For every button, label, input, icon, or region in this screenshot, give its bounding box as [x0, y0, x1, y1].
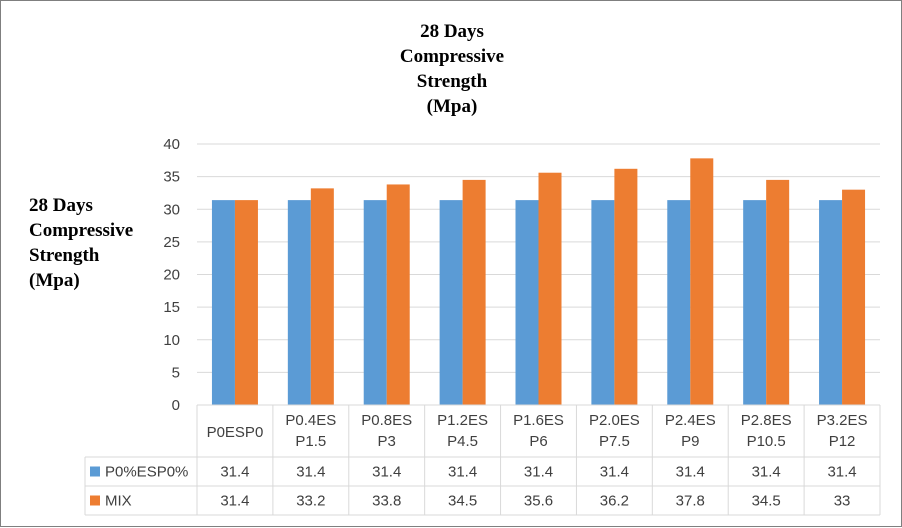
y-axis-title: 28 Days Compressive Strength (Mpa)	[29, 195, 133, 291]
y-axis-title-line: Strength	[29, 245, 100, 266]
y-tick-label: 0	[172, 397, 180, 414]
y-axis-title-line: (Mpa)	[29, 270, 80, 291]
data-label: 35.6	[524, 493, 553, 510]
bar-p0esp0	[363, 200, 387, 405]
chart-title-line: 28 Days	[420, 21, 484, 42]
bar-mix	[386, 184, 410, 405]
data-label: 33.8	[372, 493, 401, 510]
legend-key-p0esp0	[90, 466, 100, 477]
data-table: P0ESP0 P0.4ES P1.5 P0.8ES P3 P1.2ES P4.5 P1.6ES…	[84, 404, 881, 516]
bar-mix	[310, 188, 334, 405]
y-tick-label: 5	[172, 364, 180, 381]
legend-label: P0%ESP0%	[105, 464, 188, 481]
category-label: P1.5	[295, 433, 326, 450]
bar-mix	[614, 168, 638, 405]
data-label: 31.4	[220, 464, 249, 481]
category-label: P0.8ES	[361, 412, 412, 429]
bar-mix	[842, 189, 866, 405]
bar-mix	[766, 179, 790, 405]
bar-mix	[690, 158, 714, 405]
category-label: P7.5	[599, 433, 630, 450]
category-label: P12	[829, 433, 856, 450]
bar-p0esp0	[211, 200, 235, 405]
legend-label: MIX	[105, 493, 132, 510]
category-label: P3	[378, 433, 396, 450]
bar-p0esp0	[743, 200, 767, 405]
chart-title-line: (Mpa)	[427, 96, 478, 117]
category-label: P1.6ES	[513, 412, 564, 429]
category-label: P2.0ES	[589, 412, 640, 429]
bar-mix	[538, 172, 562, 405]
data-label: 31.4	[524, 464, 553, 481]
y-tick-label: 20	[163, 267, 180, 284]
data-label: 36.2	[600, 493, 629, 510]
y-axis-ticks: 0 5 10 15 20 25 30 35 40	[163, 136, 180, 414]
data-label: 31.4	[296, 464, 325, 481]
y-tick-label: 25	[163, 234, 180, 251]
category-label: P4.5	[447, 433, 478, 450]
bar-p0esp0	[819, 200, 843, 405]
y-tick-label: 35	[163, 169, 180, 186]
category-label: P1.2ES	[437, 412, 488, 429]
data-label: 34.5	[752, 493, 781, 510]
bar-p0esp0	[439, 200, 463, 405]
bar-p0esp0	[515, 200, 539, 405]
category-label: P0ESP0	[207, 424, 264, 441]
y-tick-label: 40	[163, 136, 180, 153]
data-label: 33.2	[296, 493, 325, 510]
category-label: P0.4ES	[285, 412, 336, 429]
bar-p0esp0	[591, 200, 615, 405]
legend-key-mix	[90, 495, 100, 506]
data-label: 37.8	[676, 493, 705, 510]
bar-mix	[462, 179, 486, 405]
category-label: P6	[529, 433, 547, 450]
category-label: P3.2ES	[817, 412, 868, 429]
data-label: 31.4	[827, 464, 856, 481]
data-label: 34.5	[448, 493, 477, 510]
data-label: 31.4	[752, 464, 781, 481]
chart-title-line: Strength	[417, 71, 488, 92]
y-tick-label: 10	[163, 332, 180, 349]
y-tick-label: 30	[163, 201, 180, 218]
bar-mix	[234, 200, 258, 405]
data-label: 31.4	[600, 464, 629, 481]
category-label: P9	[681, 433, 699, 450]
data-label: 31.4	[676, 464, 705, 481]
data-label: 31.4	[220, 493, 249, 510]
bar-p0esp0	[287, 200, 311, 405]
category-label: P2.8ES	[741, 412, 792, 429]
category-label: P10.5	[747, 433, 786, 450]
data-label: 31.4	[372, 464, 401, 481]
bar-p0esp0	[667, 200, 691, 405]
y-axis-title-line: 28 Days	[29, 195, 93, 216]
y-tick-label: 15	[163, 299, 180, 316]
bars	[211, 158, 866, 405]
chart-title-line: Compressive	[400, 46, 504, 67]
category-label: P2.4ES	[665, 412, 716, 429]
data-label: 31.4	[448, 464, 477, 481]
chart-title: 28 Days Compressive Strength (Mpa)	[400, 21, 504, 117]
data-label: 33	[834, 493, 851, 510]
y-axis-title-line: Compressive	[29, 220, 133, 241]
